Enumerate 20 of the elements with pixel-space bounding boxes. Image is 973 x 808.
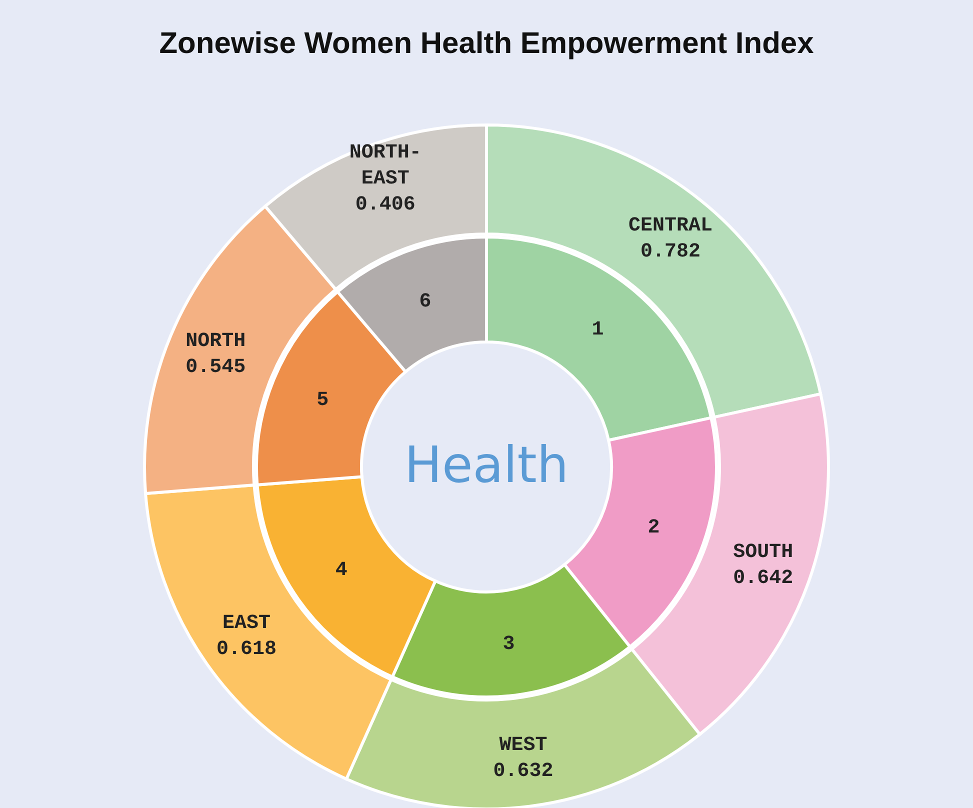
data-label: 0.642 (733, 567, 794, 590)
text: 1 (592, 318, 604, 342)
chart-title: Zonewise Women Health Empowerment Index (159, 27, 814, 60)
slice-label: WEST (499, 734, 548, 758)
slice-label: NORTH (186, 330, 246, 354)
data-label: 0.545 (186, 356, 246, 380)
text: Health (404, 436, 569, 494)
text: 4 (335, 559, 348, 582)
text: 6 (419, 290, 432, 314)
slice-label: SOUTH (733, 541, 794, 564)
data-label: 0.782 (640, 240, 701, 264)
data-label: 0.406 (355, 193, 416, 216)
slice-label: CENTRAL (628, 214, 713, 238)
text: 3 (502, 633, 515, 656)
text: 5 (316, 388, 329, 412)
slice-label: EAST (222, 612, 270, 635)
data-label: 0.632 (493, 760, 554, 784)
slice-label: NORTH-EAST (349, 141, 422, 190)
text: 2 (648, 516, 660, 540)
data-label: 0.618 (216, 638, 276, 661)
